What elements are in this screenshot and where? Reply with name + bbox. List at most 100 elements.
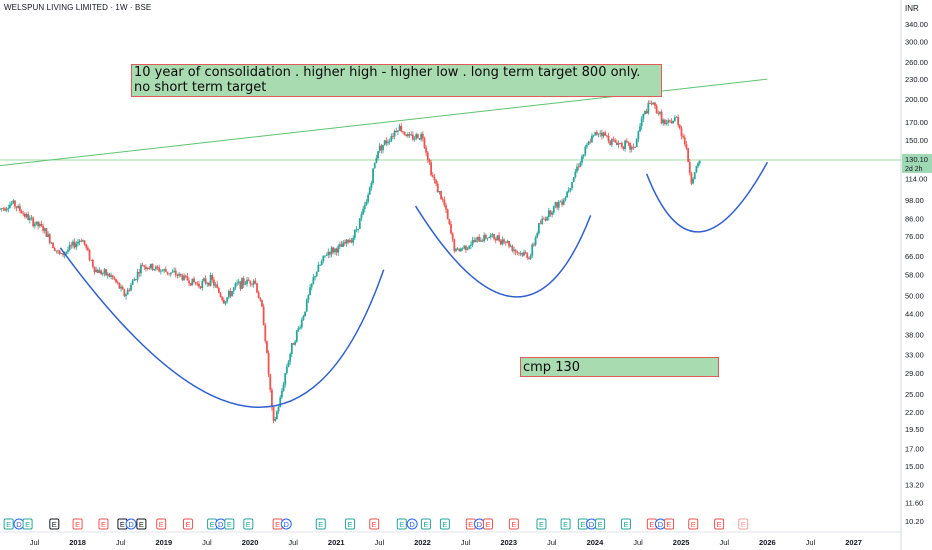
candle-body xyxy=(103,269,106,274)
earnings-marker[interactable]: E xyxy=(156,518,167,530)
candle xyxy=(392,132,394,140)
candle xyxy=(23,212,26,219)
earnings-marker[interactable]: E xyxy=(396,518,407,530)
candle-body xyxy=(685,144,688,149)
y-tick-label: 38.00 xyxy=(905,330,924,339)
earnings-marker[interactable]: E xyxy=(117,518,128,530)
marker-shape xyxy=(620,518,631,530)
candle xyxy=(292,342,295,345)
candle-body xyxy=(392,136,394,137)
candle xyxy=(675,116,678,118)
currency-label: INR xyxy=(905,4,919,13)
marker-shape xyxy=(280,518,292,530)
candle xyxy=(275,410,278,420)
dividend-marker[interactable]: D xyxy=(406,518,418,530)
candle xyxy=(508,240,510,249)
marker-letter: E xyxy=(120,520,125,529)
candle xyxy=(284,372,287,388)
candle xyxy=(214,281,217,288)
candle-body xyxy=(365,201,368,206)
candle-body xyxy=(171,271,174,273)
candle-body xyxy=(348,240,351,243)
earnings-marker[interactable]: E xyxy=(224,518,235,530)
earnings-marker[interactable]: E xyxy=(369,518,380,530)
candle-body xyxy=(562,199,565,205)
candle-body xyxy=(327,251,330,256)
candle xyxy=(156,265,159,271)
dividend-marker[interactable]: D xyxy=(654,518,666,530)
earnings-marker[interactable]: E xyxy=(345,518,356,530)
candle-body xyxy=(105,269,108,276)
earnings-marker[interactable]: E xyxy=(420,518,431,530)
candle xyxy=(208,281,210,287)
candle xyxy=(4,206,6,212)
annotation-cmp-note[interactable]: cmp 130 xyxy=(520,357,719,377)
candle-body xyxy=(345,239,348,244)
candle-body xyxy=(164,269,167,272)
candle xyxy=(659,111,661,116)
earnings-marker[interactable]: E xyxy=(738,518,749,530)
candle xyxy=(693,172,696,180)
dividend-marker[interactable]: D xyxy=(13,518,25,530)
earnings-marker[interactable]: E xyxy=(3,518,14,530)
candle xyxy=(315,271,318,278)
candle-body xyxy=(173,270,175,272)
symbol-title[interactable]: WELSPUN LIVING LIMITED · 1W · BSE xyxy=(4,3,152,12)
earnings-marker[interactable]: E xyxy=(620,518,631,530)
candle xyxy=(677,114,680,128)
candle-body xyxy=(355,229,358,231)
candle xyxy=(0,207,3,212)
earnings-marker[interactable]: E xyxy=(72,518,83,530)
x-tick-label: 2027 xyxy=(845,538,862,547)
earnings-marker[interactable]: E xyxy=(136,518,147,530)
candle-body xyxy=(486,237,489,239)
candle xyxy=(22,210,25,217)
annotation-target-note[interactable]: 10 year of consolidation . higher high -… xyxy=(131,64,662,97)
earnings-marker[interactable]: E xyxy=(182,518,193,530)
earnings-marker[interactable]: E xyxy=(536,518,547,530)
candle-body xyxy=(537,223,540,234)
earnings-marker[interactable]: E xyxy=(595,518,606,530)
dividend-marker[interactable]: D xyxy=(585,518,597,530)
earnings-marker[interactable]: E xyxy=(243,518,254,530)
x-tick-label: Jul xyxy=(288,538,298,547)
dividend-marker[interactable]: D xyxy=(125,518,137,530)
candle-body xyxy=(176,274,179,276)
dividend-marker[interactable]: D xyxy=(473,518,485,530)
candle xyxy=(5,207,8,213)
marker-shape xyxy=(98,518,109,530)
dividend-marker[interactable]: D xyxy=(280,518,292,530)
earnings-marker[interactable]: E xyxy=(714,518,725,530)
candle xyxy=(40,220,43,228)
candle xyxy=(272,406,275,424)
cup-curve-3 xyxy=(645,161,769,233)
candle-body xyxy=(204,278,207,284)
dividend-marker[interactable]: D xyxy=(215,518,227,530)
candle-body xyxy=(600,132,603,137)
candle-body xyxy=(552,206,555,213)
marker-letter: E xyxy=(6,520,11,529)
candle-body xyxy=(450,224,452,234)
candle xyxy=(188,277,190,287)
candle-body xyxy=(460,248,462,252)
marker-letter: E xyxy=(423,520,428,529)
candle xyxy=(678,123,681,130)
candle-body xyxy=(576,166,578,172)
earnings-marker[interactable]: E xyxy=(315,518,326,530)
candle xyxy=(48,233,51,245)
earnings-marker[interactable]: E xyxy=(508,518,519,530)
candle-body xyxy=(307,295,310,300)
earnings-marker[interactable]: E xyxy=(439,518,450,530)
earnings-marker[interactable]: E xyxy=(22,518,33,530)
earnings-marker[interactable]: E xyxy=(483,518,494,530)
earnings-marker[interactable]: E xyxy=(688,518,699,530)
earnings-marker[interactable]: E xyxy=(560,518,571,530)
candle-body xyxy=(519,252,522,254)
candle-body xyxy=(314,276,316,278)
earnings-marker[interactable]: E xyxy=(98,518,109,530)
earnings-marker[interactable]: E xyxy=(49,518,60,530)
earnings-marker[interactable]: E xyxy=(664,518,675,530)
candle xyxy=(267,350,270,377)
